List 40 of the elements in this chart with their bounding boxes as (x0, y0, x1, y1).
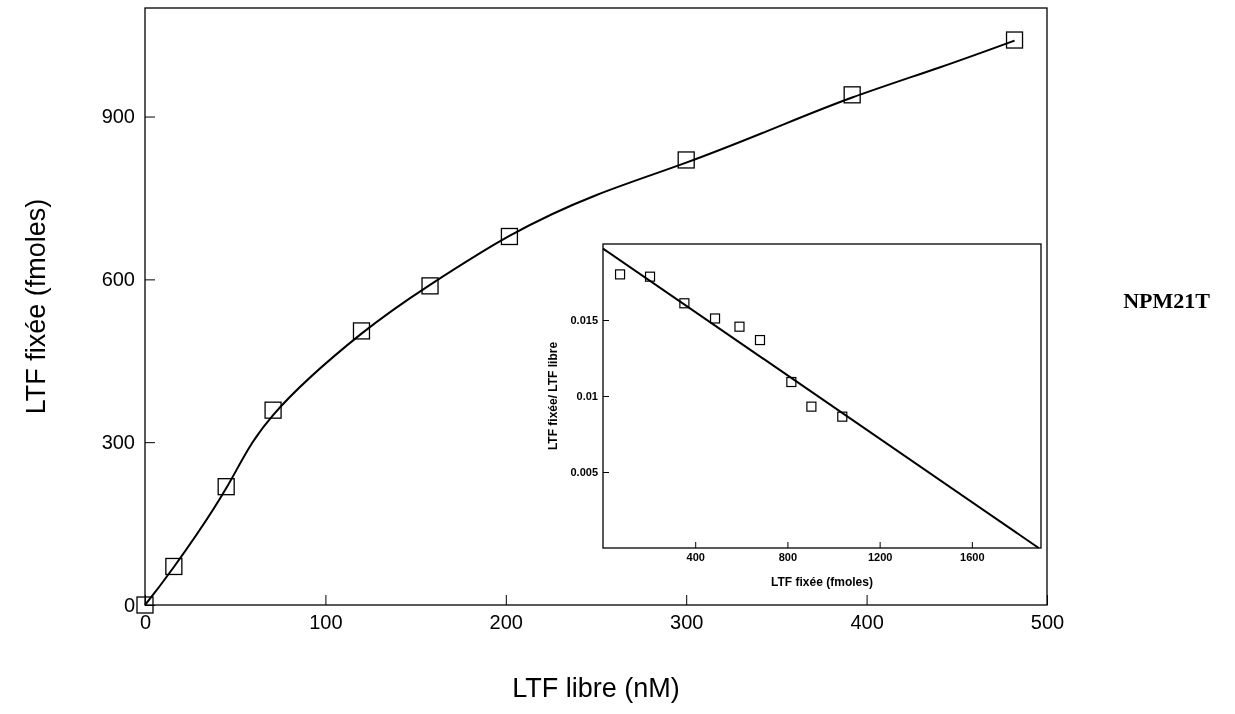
point (500, 227, 519, 246)
y-tick-label: 900 (101, 105, 135, 128)
point (217, 478, 235, 496)
point (421, 277, 439, 295)
point (1005, 31, 1024, 49)
x-tick-label: 300 (670, 611, 704, 634)
y-tick-label: 0.005 (570, 466, 598, 479)
point (679, 298, 690, 309)
y-tick-label: 0.015 (570, 314, 598, 327)
x-tick-label: 1600 (960, 550, 985, 563)
x-axis-title: LTF libre (nM) (512, 673, 680, 703)
point (837, 411, 848, 422)
x-tick-label: 200 (489, 611, 523, 634)
y-tick-label: 0.01 (576, 390, 598, 403)
point (754, 334, 766, 346)
y-tick-label: 300 (101, 431, 135, 454)
point (786, 376, 797, 388)
point (709, 313, 721, 324)
x-tick-label: 400 (850, 611, 884, 634)
point (352, 322, 371, 340)
y-tick-label: 0 (123, 593, 135, 616)
x-tick-label: 1200 (867, 550, 893, 563)
text: NPM21T (1123, 288, 1211, 313)
x-tick-label: 800 (778, 550, 798, 563)
point (843, 86, 861, 104)
point (677, 151, 695, 169)
x-tick-label: 100 (309, 611, 343, 634)
point (734, 321, 745, 332)
x-tick-label: 400 (686, 550, 705, 563)
y-axis-title: LTF fixée/ LTF libre (546, 341, 560, 451)
x-tick-label: 500 (1030, 611, 1065, 634)
x-tick-label: 0 (139, 611, 152, 634)
y-tick-label: 600 (101, 268, 135, 291)
point (806, 401, 817, 412)
y-axis-title: LTF fixée (fmoles) (21, 198, 51, 415)
x-axis-title: LTF fixée (fmoles) (771, 575, 873, 589)
point (264, 401, 282, 419)
point (644, 271, 656, 282)
point (614, 269, 626, 280)
point (165, 557, 183, 576)
